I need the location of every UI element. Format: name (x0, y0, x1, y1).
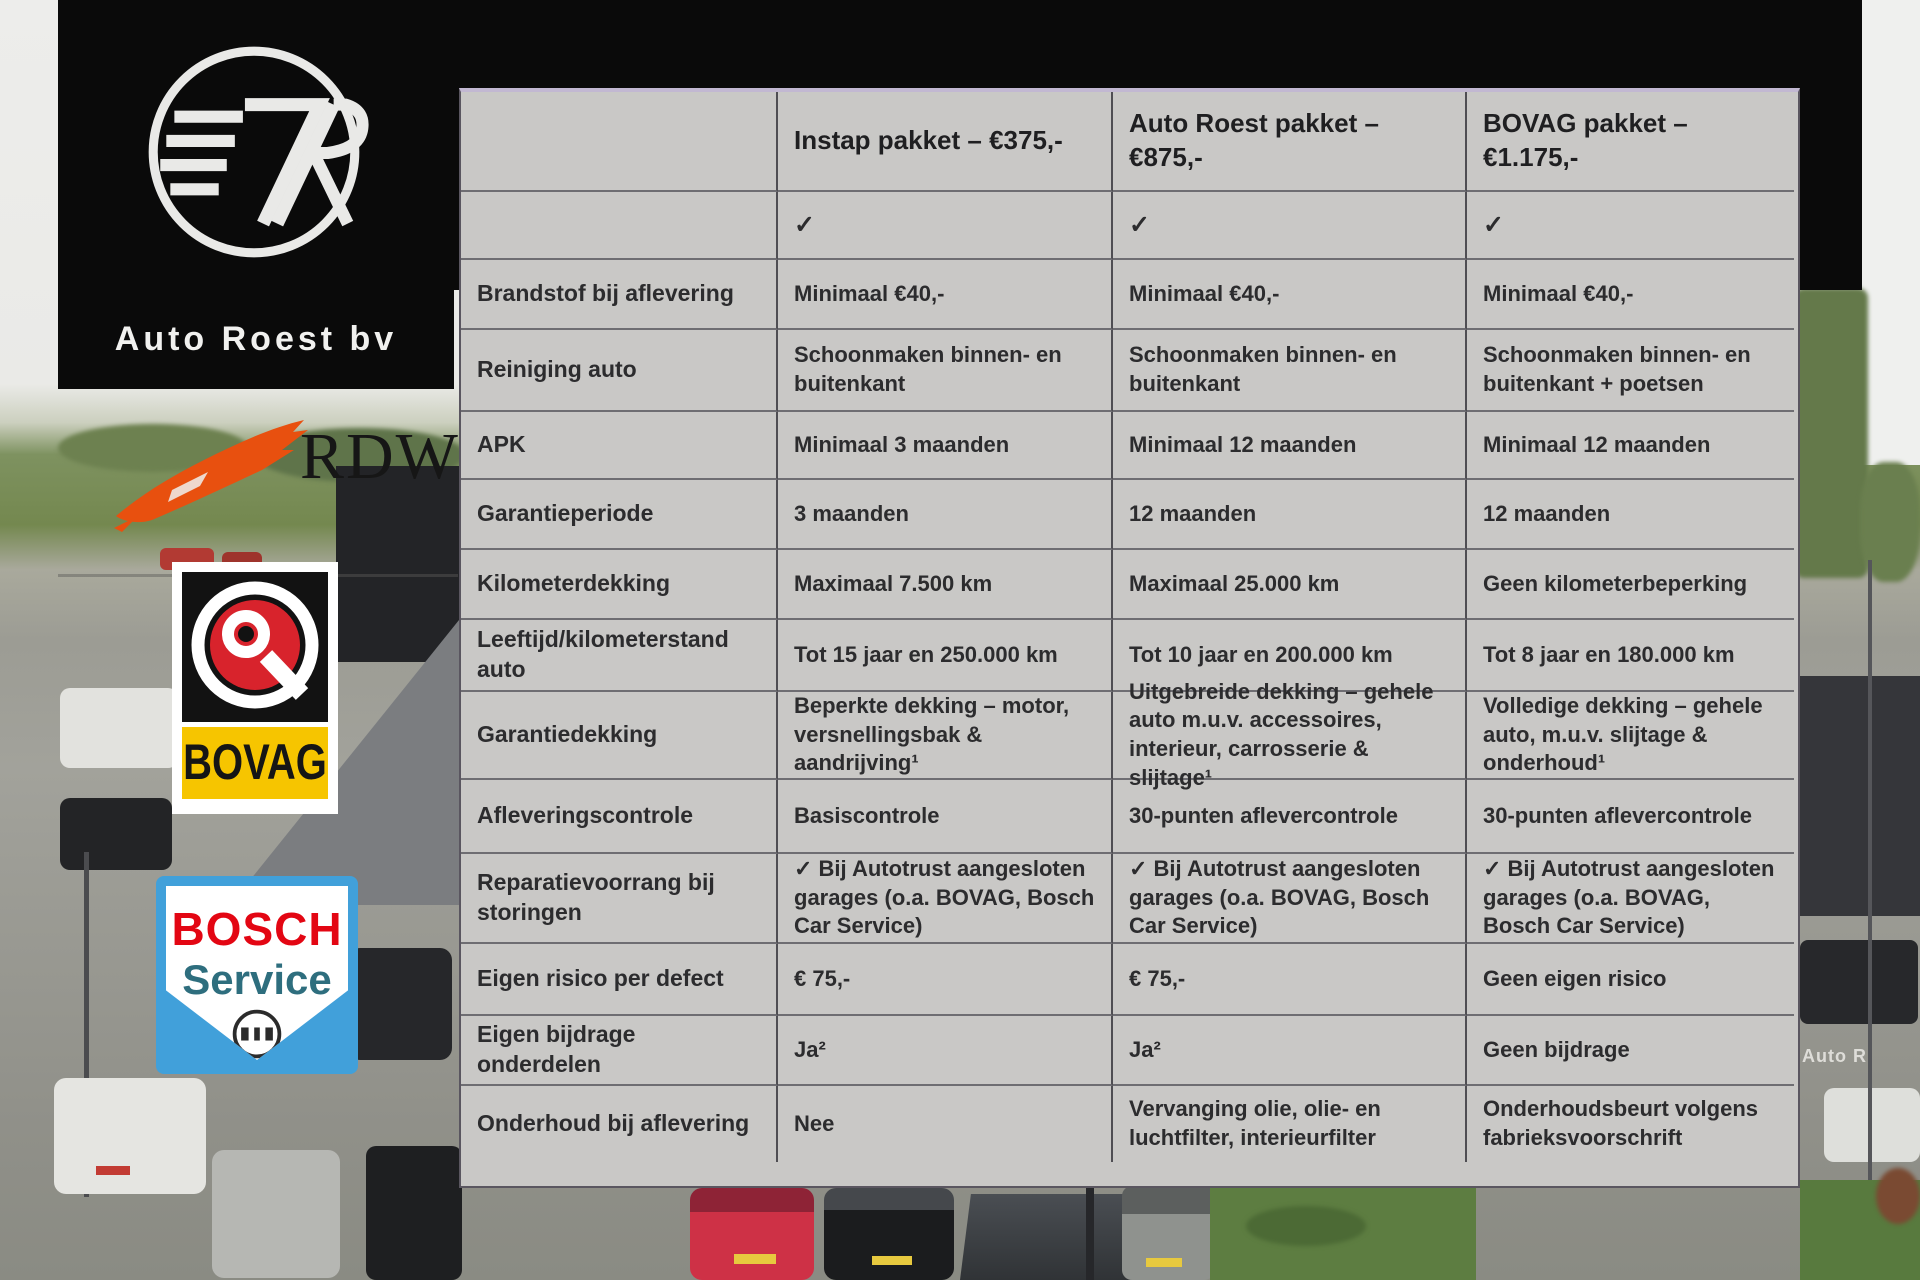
bosch-armature-icon (232, 1009, 282, 1059)
comparison-table: Instap pakket – €375,- Auto Roest pakket … (459, 88, 1800, 1188)
row-label: APK (461, 412, 778, 480)
cell-value: 12 maanden (1113, 480, 1467, 550)
cell-value: Minimaal 3 maanden (778, 412, 1113, 480)
bosch-service-logo: BOSCH Service (156, 876, 358, 1074)
car-white-suv (60, 688, 178, 768)
right-car-dark (1800, 940, 1918, 1024)
cell-value: Uitgebreide dekking – gehele auto m.u.v.… (1113, 679, 1467, 790)
right-lot-dark (1800, 676, 1920, 916)
cell-value: ✓ Bij Autotrust aangesloten garages (o.a… (1467, 854, 1794, 944)
row-label: Onderhoud bij aflevering (461, 1086, 778, 1162)
row-label: Afleveringscontrole (461, 780, 778, 854)
dealership-building (336, 466, 459, 662)
row-label: Reparatievoorrang bij storingen (461, 854, 778, 944)
bosch-shield: BOSCH Service (166, 886, 348, 1060)
cell-value: ✓ Bij Autotrust aangesloten garages (o.a… (778, 854, 1113, 944)
lamp-pole (84, 852, 89, 1197)
cell-value: Minimaal €40,- (1113, 260, 1467, 330)
row-label: Leeftijd/kilometerstand auto (461, 620, 778, 692)
cell-value: Schoonmaken binnen- en buitenkant (778, 330, 1113, 412)
rdw-swoosh-icon (114, 420, 308, 532)
auto-roest-logo-icon (148, 46, 369, 258)
bovag-wordmark: BOVAG (183, 734, 327, 790)
cell-value: ✓ (1467, 192, 1794, 260)
cell-value: Geen eigen risico (1467, 944, 1794, 1016)
cell-value: 12 maanden (1467, 480, 1794, 550)
cell-value: Maximaal 7.500 km (778, 550, 1113, 620)
right-shrub (1876, 1168, 1920, 1224)
car-dark-2 (348, 948, 452, 1060)
cell-value: € 75,- (1113, 944, 1467, 1016)
column-header: Instap pakket – €375,- (778, 92, 1113, 192)
car-dark (60, 798, 172, 870)
cell-value: Minimaal €40,- (778, 260, 1113, 330)
cell-value: Minimaal 12 maanden (1467, 412, 1794, 480)
row-label: Garantieperiode (461, 480, 778, 550)
bosch-service-label: Service (182, 956, 332, 1003)
license-plate-golf (872, 1256, 912, 1265)
cell-value: ✓ Bij Autotrust aangesloten garages (o.a… (1113, 854, 1467, 944)
cell-value: Basiscontrole (778, 780, 1113, 854)
row-label: Eigen bijdrage onderdelen (461, 1016, 778, 1086)
cell-value: Schoonmaken binnen- en buitenkant + poet… (1467, 330, 1794, 412)
column-header (461, 92, 778, 192)
right-pole (1868, 560, 1872, 1180)
cell-value: 3 maanden (778, 480, 1113, 550)
cell-value: Geen kilometerbeperking (1467, 550, 1794, 620)
cell-value: ✓ (1113, 192, 1467, 260)
column-header: BOVAG pakket – €1.175,- (1467, 92, 1794, 192)
cell-value: Tot 15 jaar en 250.000 km (778, 620, 1113, 692)
trees-right (1794, 288, 1868, 578)
license-plate-van (1146, 1258, 1182, 1267)
cell-value: Schoonmaken binnen- en buitenkant (1113, 330, 1467, 412)
cell-value: € 75,- (778, 944, 1113, 1016)
car-white-bottom-left (54, 1078, 206, 1194)
car-black-bottom-left (366, 1146, 462, 1280)
cell-value: Tot 10 jaar en 200.000 km (1113, 620, 1467, 692)
license-plate (96, 1166, 130, 1175)
license-plate-seat (734, 1254, 776, 1264)
cell-value: Maximaal 25.000 km (1113, 550, 1467, 620)
right-car-white (1824, 1088, 1920, 1162)
cell-value: Minimaal 12 maanden (1113, 412, 1467, 480)
car-red-seat (690, 1188, 814, 1280)
cell-value: Ja² (778, 1016, 1113, 1086)
row-label (461, 192, 778, 260)
bovag-logo: BOVAG (172, 562, 338, 814)
bosch-wordmark: BOSCH (171, 903, 343, 955)
cell-value: Tot 8 jaar en 180.000 km (1467, 620, 1794, 692)
bovag-wordmark-box: BOVAG (182, 727, 328, 799)
cell-value: 30-punten aflevercontrole (1113, 780, 1467, 854)
cell-value: Volledige dekking – gehele auto, m.u.v. … (1467, 692, 1794, 780)
cell-value: ✓ (778, 192, 1113, 260)
sky-right (1862, 0, 1920, 465)
row-label: Brandstof bij aflevering (461, 260, 778, 330)
car-silver-bottom-left (212, 1150, 340, 1278)
cell-value: Nee (778, 1086, 1113, 1162)
cell-value: Minimaal €40,- (1467, 260, 1794, 330)
building-sign-fragment: Auto R (1802, 1046, 1867, 1066)
cell-value: Onderhoudsbeurt volgens fabrieksvoorschr… (1483, 1096, 1759, 1150)
column-header: Auto Roest pakket – €875,- (1113, 92, 1467, 192)
cell-value: Beperkte dekking – motor, versnellingsba… (778, 692, 1113, 780)
canopy (960, 1194, 1142, 1280)
rdw-wordmark: RDW (300, 420, 460, 493)
car-black-golf (824, 1188, 954, 1280)
grass-shadow (1246, 1206, 1366, 1246)
cell-value: Ja² (1113, 1016, 1467, 1086)
cell-value: Vervanging olie, olie- en luchtfilter, i… (1113, 1086, 1467, 1162)
cell-value: Geen bijdrage (1467, 1016, 1794, 1086)
row-label: Garantiedekking (461, 692, 778, 780)
pole-front (1086, 1112, 1094, 1280)
row-label: Reiniging auto (461, 330, 778, 412)
row-label: Kilometerdekking (461, 550, 778, 620)
cell-value: 30-punten aflevercontrole (1467, 780, 1794, 854)
bovag-emblem-icon (182, 572, 328, 722)
brand-logo-box (58, 0, 454, 389)
row-label: Eigen risico per defect (461, 944, 778, 1016)
brand-name: Auto Roest bv (114, 320, 398, 358)
